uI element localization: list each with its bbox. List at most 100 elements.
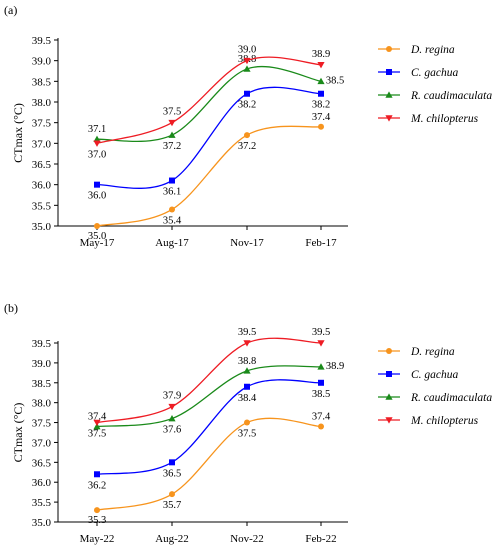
y-tick-label-a: 38.0 [32, 97, 52, 109]
x-tick-label-a: Nov-17 [230, 237, 264, 249]
data-point-d-regina-b [169, 491, 175, 498]
data-point-c-gachua-b [244, 383, 250, 390]
y-tick-label-b: 35.5 [32, 497, 52, 509]
legend-b: D. regina C. gachua R. caudimaculata M. chi… [378, 346, 492, 427]
data-point-c-gachua-a [94, 181, 100, 188]
data-label-m-chilopterus-b: 37.9 [163, 391, 181, 402]
data-label-m-chilopterus-b: 39.5 [312, 327, 330, 338]
y-tick-label-b: 38.5 [32, 378, 52, 390]
y-tick-label-a: 38.5 [32, 76, 52, 88]
data-label-r-caudimaculata-a: 37.1 [88, 124, 106, 135]
x-tick-label-a: Feb-17 [305, 237, 337, 249]
data-label-c-gachua-b: 36.2 [88, 480, 106, 491]
data-label-d-regina-b: 35.7 [163, 500, 181, 511]
data-point-r-caudimaculata-a [243, 65, 251, 72]
series-line-r-caudimaculata-a [96, 65, 322, 143]
series-line-c-gachua-b [96, 379, 322, 475]
chart-panel-b: (b) 35.0 35.5 36.0 36.5 37.0 37.5 38.0 38.5 39.0… [4, 301, 492, 545]
x-tick-label-a: May-17 [80, 237, 115, 249]
legend-label-m-chilopterus-b: M. chilopterus [410, 415, 479, 427]
data-point-c-gachua-a [318, 90, 324, 97]
legend-marker-m-chilopterus-b [385, 417, 393, 424]
y-tick-label-a: 35.0 [32, 221, 52, 233]
y-tick-label-a: 36.0 [32, 180, 52, 192]
data-point-m-chilopterus-b [168, 403, 176, 411]
series-line-c-gachua-a [96, 86, 322, 189]
panel-label-a: (a) [4, 3, 17, 17]
legend-marker-d-regina-a [386, 46, 392, 52]
data-point-d-regina-b [94, 507, 100, 514]
x-tick-label-a: Aug-17 [155, 237, 189, 249]
legend-marker-r-caudimaculata-a [385, 91, 393, 98]
x-tick-label-b: Nov-22 [230, 533, 264, 545]
data-label-c-gachua-a: 38.2 [238, 100, 256, 111]
data-label-r-caudimaculata-b: 37.6 [163, 425, 181, 436]
data-label-c-gachua-a: 36.1 [163, 187, 181, 198]
data-point-c-gachua-b [169, 459, 175, 466]
panel-label-b: (b) [4, 301, 18, 315]
series-line-m-chilopterus-b [96, 337, 322, 424]
data-point-c-gachua-a [169, 177, 175, 184]
data-label-d-regina-a: 35.4 [163, 215, 182, 226]
series-line-m-chilopterus-a [96, 56, 322, 144]
series-line-r-caudimaculata-b [96, 365, 322, 428]
data-point-r-caudimaculata-b [317, 363, 325, 370]
y-tick-label-b: 36.5 [32, 457, 52, 469]
data-point-r-caudimaculata-a [317, 77, 325, 85]
data-label-d-regina-a: 37.2 [238, 141, 256, 152]
data-label-r-caudimaculata-b: 38.8 [238, 356, 256, 367]
data-label-r-caudimaculata-b: 38.9 [326, 361, 344, 372]
data-point-c-gachua-a [244, 90, 250, 97]
legend-a: D. regina C. gachua R. caudimaculata M. chi… [378, 44, 492, 125]
data-point-m-chilopterus-a [168, 119, 176, 127]
data-point-d-regina-b [318, 423, 324, 430]
y-tick-label-b: 39.0 [32, 358, 52, 370]
data-label-m-chilopterus-a: 39.0 [238, 45, 256, 56]
data-label-d-regina-b: 35.3 [88, 515, 106, 526]
y-tick-label-a: 39.0 [32, 56, 52, 68]
data-point-m-chilopterus-b [93, 419, 101, 427]
data-point-c-gachua-b [94, 471, 100, 478]
series-line-d-regina-b [96, 417, 322, 511]
y-tick-label-a: 39.5 [32, 35, 52, 47]
legend-marker-d-regina-b [386, 348, 392, 354]
legend-marker-m-chilopterus-a [385, 115, 393, 122]
data-point-m-chilopterus-b [317, 340, 325, 347]
y-tick-label-b: 37.0 [32, 437, 52, 449]
y-tick-label-a: 35.5 [32, 200, 52, 212]
data-point-d-regina-a [169, 206, 175, 213]
data-point-c-gachua-b [318, 379, 324, 386]
data-label-r-caudimaculata-a: 37.2 [163, 141, 181, 152]
y-tick-label-b: 35.0 [32, 517, 52, 529]
data-label-r-caudimaculata-b: 37.4 [88, 412, 107, 423]
data-point-r-caudimaculata-a [93, 135, 101, 142]
data-label-c-gachua-a: 36.0 [88, 191, 106, 202]
y-tick-label-a: 36.5 [32, 159, 52, 171]
data-point-d-regina-a [94, 223, 100, 229]
legend-marker-c-gachua-a [386, 69, 392, 75]
data-label-d-regina-b: 37.5 [238, 429, 256, 440]
y-axis-title-a: CTmax (°C) [11, 103, 25, 163]
x-tick-label-b: Feb-22 [305, 533, 336, 545]
data-point-r-caudimaculata-b [168, 414, 176, 422]
series-line-d-regina-a [96, 125, 322, 227]
data-label-d-regina-a: 37.4 [312, 112, 331, 123]
data-label-m-chilopterus-a: 37.5 [163, 107, 181, 118]
legend-label-d-regina-a: D. regina [410, 44, 455, 56]
data-point-d-regina-a [244, 132, 250, 139]
data-point-m-chilopterus-a [243, 57, 251, 65]
legend-label-d-regina-b: D. regina [410, 346, 455, 358]
plot-area-b: 35.0 35.5 36.0 36.5 37.0 37.5 38.0 38.5 39.0 39.5… [11, 327, 348, 545]
legend-marker-c-gachua-b [386, 371, 392, 377]
legend-label-c-gachua-a: C. gachua [411, 67, 459, 79]
legend-label-c-gachua-b: C. gachua [411, 369, 459, 381]
data-point-d-regina-a [318, 123, 324, 130]
legend-label-r-caudimaculata-a: R. caudimaculata [410, 90, 492, 102]
data-label-r-caudimaculata-a: 38.5 [326, 75, 344, 86]
data-label-d-regina-a: 35.0 [88, 231, 106, 242]
x-tick-label-b: May-22 [80, 533, 115, 545]
data-point-r-caudimaculata-b [243, 367, 251, 374]
data-point-m-chilopterus-a [93, 140, 101, 147]
data-label-m-chilopterus-b: 37.5 [88, 429, 106, 440]
